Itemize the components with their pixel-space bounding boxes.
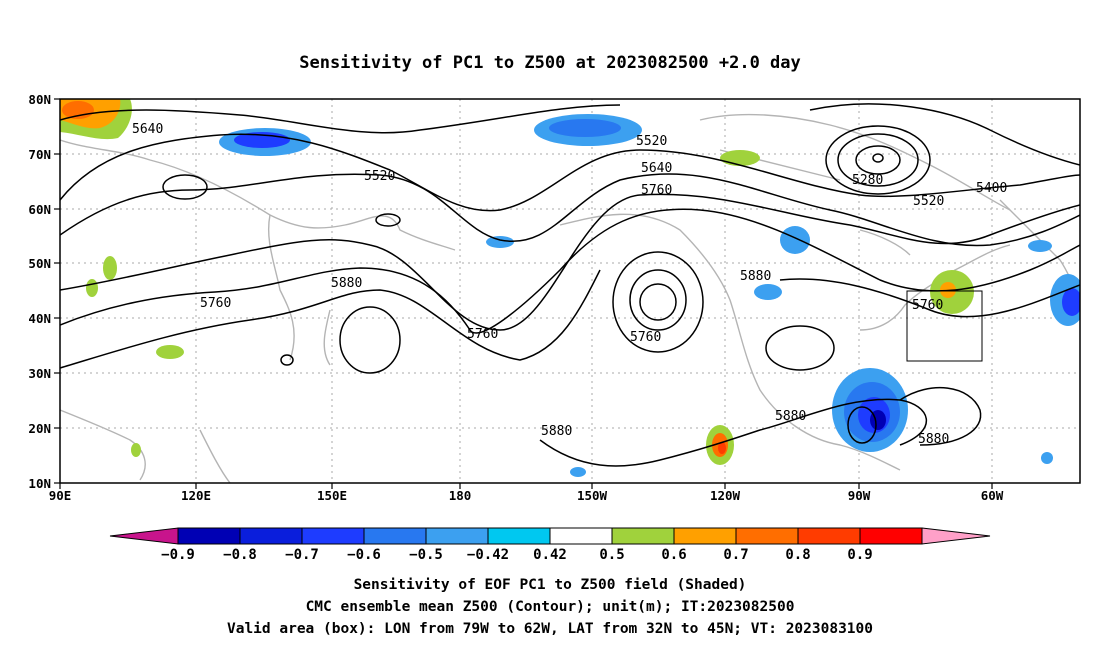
colorbar-labels: −0.9 −0.8 −0.7 −0.6 −0.5 −0.42 0.42 0.5 0.6 0.7 0.…: [161, 547, 873, 563]
colorbar-swatch: [611, 527, 675, 545]
colorbar-swatch: [673, 527, 737, 545]
contour-label: 5520: [636, 134, 667, 149]
colorbar-label: −0.8: [223, 547, 257, 563]
lon-tick-label: 90E: [49, 488, 72, 503]
lat-tick-label: 10N: [28, 476, 51, 491]
lon-tick-label: 120W: [710, 488, 741, 503]
contour-label: 5880: [331, 276, 362, 291]
longitude-labels: 90E 120E 150E 180 150W 120W 90W 60W: [49, 488, 1004, 503]
map-area: 5640 5520 5520 5640 5760 5280 5400 5520 …: [60, 99, 1080, 483]
contour-label: 5400: [976, 181, 1007, 196]
contour-label: 5640: [132, 122, 163, 137]
colorbar-swatch: [177, 527, 241, 545]
contour-label: 5880: [918, 432, 949, 447]
lat-tick-label: 60N: [28, 202, 51, 217]
figure-title: Sensitivity of PC1 to Z500 at 2023082500…: [299, 53, 801, 73]
map-frame: [59, 98, 1081, 484]
contour-label: 5760: [467, 327, 498, 342]
lon-tick-label: 150E: [317, 488, 347, 503]
coastlines: [60, 113, 1080, 483]
footer-line-shading: Sensitivity of EOF PC1 to Z500 field (Sh…: [354, 577, 747, 593]
lat-tick-label: 50N: [28, 256, 51, 271]
colorbar-extend-high: [921, 527, 991, 545]
colorbar-swatch: [797, 527, 861, 545]
colorbar-swatch: [735, 527, 799, 545]
colorbar-swatch: [363, 527, 427, 545]
colorbar-swatch: [239, 527, 303, 545]
colorbar-label: −0.5: [409, 547, 443, 563]
latitude-labels: 80N 70N 60N 50N 40N 30N 20N 10N: [28, 92, 51, 491]
contour-label: 5880: [740, 269, 771, 284]
colorbar-label: 0.5: [599, 547, 624, 563]
contour-label: 5760: [912, 298, 943, 313]
colorbar-label: 0.7: [723, 547, 748, 563]
sensitivity-shading: [60, 99, 1080, 477]
lat-tick-label: 70N: [28, 147, 51, 162]
colorbar-swatch: [487, 527, 551, 545]
lon-tick-label: 180: [449, 488, 472, 503]
lon-tick-label: 60W: [981, 488, 1004, 503]
contour-label: 5880: [775, 409, 806, 424]
contour-labels: 5640 5520 5520 5640 5760 5280 5400 5520 …: [132, 122, 1007, 447]
lat-tick-label: 80N: [28, 92, 51, 107]
lon-tick-label: 120E: [181, 488, 211, 503]
z500-contours: [60, 103, 1080, 467]
contour-label: 5880: [541, 424, 572, 439]
colorbar-label: 0.42: [533, 547, 567, 563]
colorbar-swatch: [425, 527, 489, 545]
colorbar: [109, 527, 991, 545]
colorbar-label: −0.9: [161, 547, 195, 563]
colorbar-label: 0.6: [661, 547, 686, 563]
contour-label: 5760: [630, 330, 661, 345]
lon-tick-label: 90W: [848, 488, 871, 503]
footer-line-contour: CMC ensemble mean Z500 (Contour); unit(m…: [306, 599, 795, 615]
lat-tick-label: 30N: [28, 366, 51, 381]
footer-line-valid-area: Valid area (box): LON from 79W to 62W, L…: [227, 621, 873, 637]
colorbar-swatch: [549, 527, 613, 545]
contour-label: 5520: [364, 169, 395, 184]
contour-label: 5760: [641, 183, 672, 198]
colorbar-swatch: [859, 527, 923, 545]
colorbar-label: 0.8: [785, 547, 810, 563]
tick-marks: [54, 98, 993, 489]
colorbar-extend-low: [109, 527, 179, 545]
colorbar-label: −0.42: [467, 547, 509, 563]
contour-label: 5280: [852, 173, 883, 188]
contour-label: 5520: [913, 194, 944, 209]
valid-area-box: [906, 290, 983, 362]
graticule: [60, 99, 1080, 483]
colorbar-label: −0.7: [285, 547, 319, 563]
colorbar-label: 0.9: [847, 547, 872, 563]
contour-label: 5760: [200, 296, 231, 311]
lat-tick-label: 40N: [28, 311, 51, 326]
contour-label: 5640: [641, 161, 672, 176]
lon-tick-label: 150W: [577, 488, 608, 503]
colorbar-label: −0.6: [347, 547, 381, 563]
lat-tick-label: 20N: [28, 421, 51, 436]
colorbar-swatch: [301, 527, 365, 545]
